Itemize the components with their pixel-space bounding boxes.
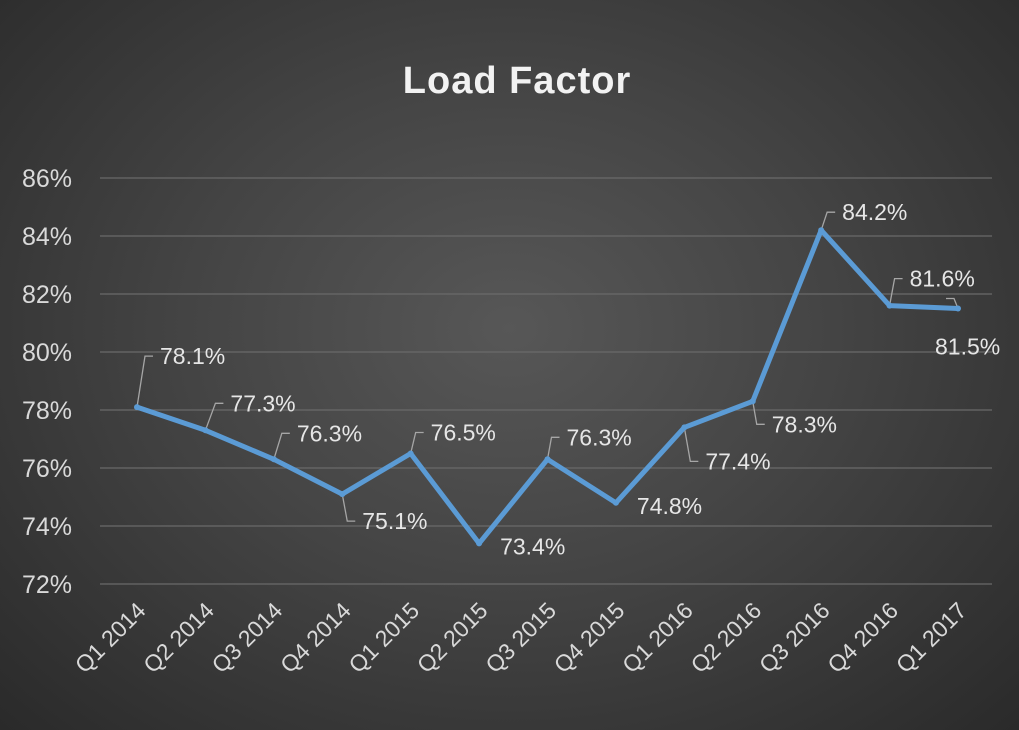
data-label: 84.2% <box>842 199 907 225</box>
leader-line <box>752 401 765 425</box>
x-tick-label: Q2 2015 <box>412 597 493 678</box>
series-line <box>134 227 961 546</box>
x-tick-label: Q2 2016 <box>685 597 766 678</box>
leader-line <box>204 402 224 431</box>
y-tick-label: 76% <box>22 455 72 483</box>
data-label: 74.8% <box>637 493 702 519</box>
x-tick-label: Q2 2014 <box>138 597 219 678</box>
leader-line <box>546 436 560 460</box>
y-tick-label: 74% <box>22 513 72 541</box>
data-label: 75.1% <box>362 508 427 534</box>
leader-line <box>820 211 836 231</box>
y-tick-label: 82% <box>22 281 72 309</box>
leader-line <box>946 297 959 309</box>
data-point <box>476 540 483 547</box>
data-label: 76.3% <box>567 424 632 450</box>
data-point <box>681 424 688 431</box>
data-point <box>749 398 756 405</box>
x-tick-label: Q4 2016 <box>822 597 903 678</box>
x-tick-label: Q4 2014 <box>275 597 356 678</box>
data-point <box>407 450 414 457</box>
x-tick-label: Q1 2015 <box>343 597 424 678</box>
data-label: 78.1% <box>160 343 225 369</box>
y-tick-label: 72% <box>22 571 72 599</box>
leader-line <box>888 277 903 306</box>
data-label: 81.5% <box>935 334 1000 360</box>
x-tick-label: Q1 2016 <box>617 597 698 678</box>
x-tick-label: Q3 2015 <box>480 597 561 678</box>
leader-line <box>341 493 356 522</box>
data-point <box>339 491 346 498</box>
data-point <box>134 404 140 411</box>
data-label: 76.5% <box>431 420 496 446</box>
x-tick-label: Q1 2014 <box>70 597 151 678</box>
data-point <box>202 427 209 434</box>
leader-line <box>273 432 290 460</box>
leader-line <box>410 431 424 454</box>
data-point <box>886 302 893 309</box>
data-point <box>270 456 277 463</box>
data-label: 81.6% <box>910 266 975 292</box>
y-tick-label: 84% <box>22 223 72 251</box>
chart-title: Load Factor <box>403 60 631 102</box>
data-label: 76.3% <box>297 420 362 446</box>
leader-line <box>683 427 699 463</box>
x-tick-label: Q4 2015 <box>549 597 630 678</box>
leader-line <box>136 355 153 408</box>
y-tick-label: 80% <box>22 339 72 367</box>
data-label: 77.4% <box>705 448 770 474</box>
data-point <box>955 305 961 312</box>
y-tick-label: 78% <box>22 397 72 425</box>
data-label: 78.3% <box>772 411 837 437</box>
data-point <box>544 456 551 463</box>
x-tick-label: Q1 2017 <box>891 597 972 678</box>
data-label: 77.3% <box>230 390 295 416</box>
x-tick-label: Q3 2016 <box>754 597 835 678</box>
data-point <box>612 499 619 506</box>
data-point <box>818 227 825 234</box>
y-tick-label: 86% <box>22 165 72 193</box>
x-tick-label: Q3 2014 <box>207 597 288 678</box>
data-label: 73.4% <box>500 533 565 559</box>
